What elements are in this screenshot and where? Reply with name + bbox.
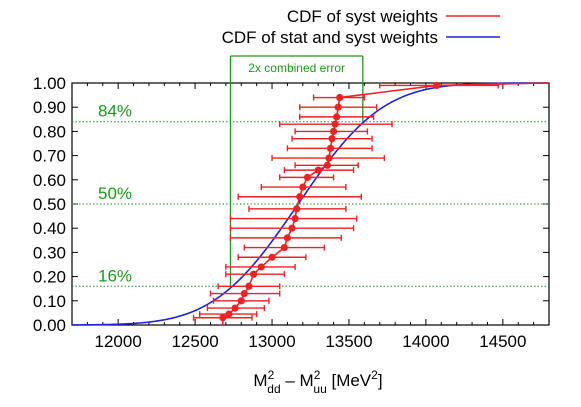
data-point xyxy=(303,173,312,181)
data-point xyxy=(280,243,288,252)
data-point xyxy=(334,103,342,111)
y-tick-label: 1.00 xyxy=(33,74,66,93)
data-point xyxy=(225,310,233,318)
data-point xyxy=(314,166,322,174)
data-point xyxy=(326,144,335,152)
y-tick-label: 0.10 xyxy=(33,292,66,311)
data-point xyxy=(333,113,341,121)
y-tick-label: 0.30 xyxy=(33,243,66,262)
data-point xyxy=(296,193,304,201)
percent-label: 16% xyxy=(98,266,132,285)
data-point xyxy=(231,304,239,312)
data-point xyxy=(331,120,339,128)
data-point xyxy=(299,183,307,191)
data-point xyxy=(249,270,258,278)
data-point xyxy=(245,282,253,290)
data-point xyxy=(328,135,336,143)
percent-label: 84% xyxy=(98,102,132,121)
plot-area: 0.00 0.10 0.20 0.30 0.40 0.50 0.60 0.70 0.80 0.90… xyxy=(33,55,550,351)
data-point xyxy=(291,214,299,223)
x-axis-title: M2 dd – M2 uu [MeV2] xyxy=(253,368,382,396)
y-tick-label: 0.60 xyxy=(33,171,66,190)
y-tick-label: 0.20 xyxy=(33,268,66,287)
data-point xyxy=(288,224,296,232)
x-tick-label: 14500 xyxy=(479,332,526,351)
data-point xyxy=(257,263,265,271)
y-tick-label: 0.80 xyxy=(33,122,66,141)
data-point xyxy=(336,93,344,102)
percent-label: 50% xyxy=(98,184,132,203)
data-point xyxy=(283,234,292,242)
data-point xyxy=(293,205,301,213)
data-point xyxy=(268,253,276,261)
x-tick-label: 13500 xyxy=(325,332,372,351)
x-tick-label: 14000 xyxy=(402,332,449,351)
x-tick-label: 13000 xyxy=(248,332,295,351)
data-point xyxy=(323,161,332,169)
data-point xyxy=(433,81,441,90)
legend-label-syst: CDF of syst weights xyxy=(287,7,438,26)
data-point xyxy=(240,289,248,298)
legend-label-stat-syst: CDF of stat and syst weights xyxy=(222,28,438,47)
y-tick-label: 0.40 xyxy=(33,219,66,238)
x-tick-label: 12500 xyxy=(171,332,218,351)
y-tick-label: 0.50 xyxy=(33,195,66,214)
x-tick-label: 12000 xyxy=(95,332,142,351)
data-point xyxy=(219,314,227,322)
y-tick-label: 0.00 xyxy=(33,316,66,335)
y-tick-label: 0.90 xyxy=(33,98,66,117)
data-point xyxy=(325,154,333,162)
data-point xyxy=(237,297,245,305)
legend: CDF of syst weights CDF of stat and syst… xyxy=(222,7,500,47)
y-tick-label: 0.70 xyxy=(33,147,66,166)
bracket-label: 2x combined error xyxy=(248,61,345,75)
data-point xyxy=(329,127,338,135)
